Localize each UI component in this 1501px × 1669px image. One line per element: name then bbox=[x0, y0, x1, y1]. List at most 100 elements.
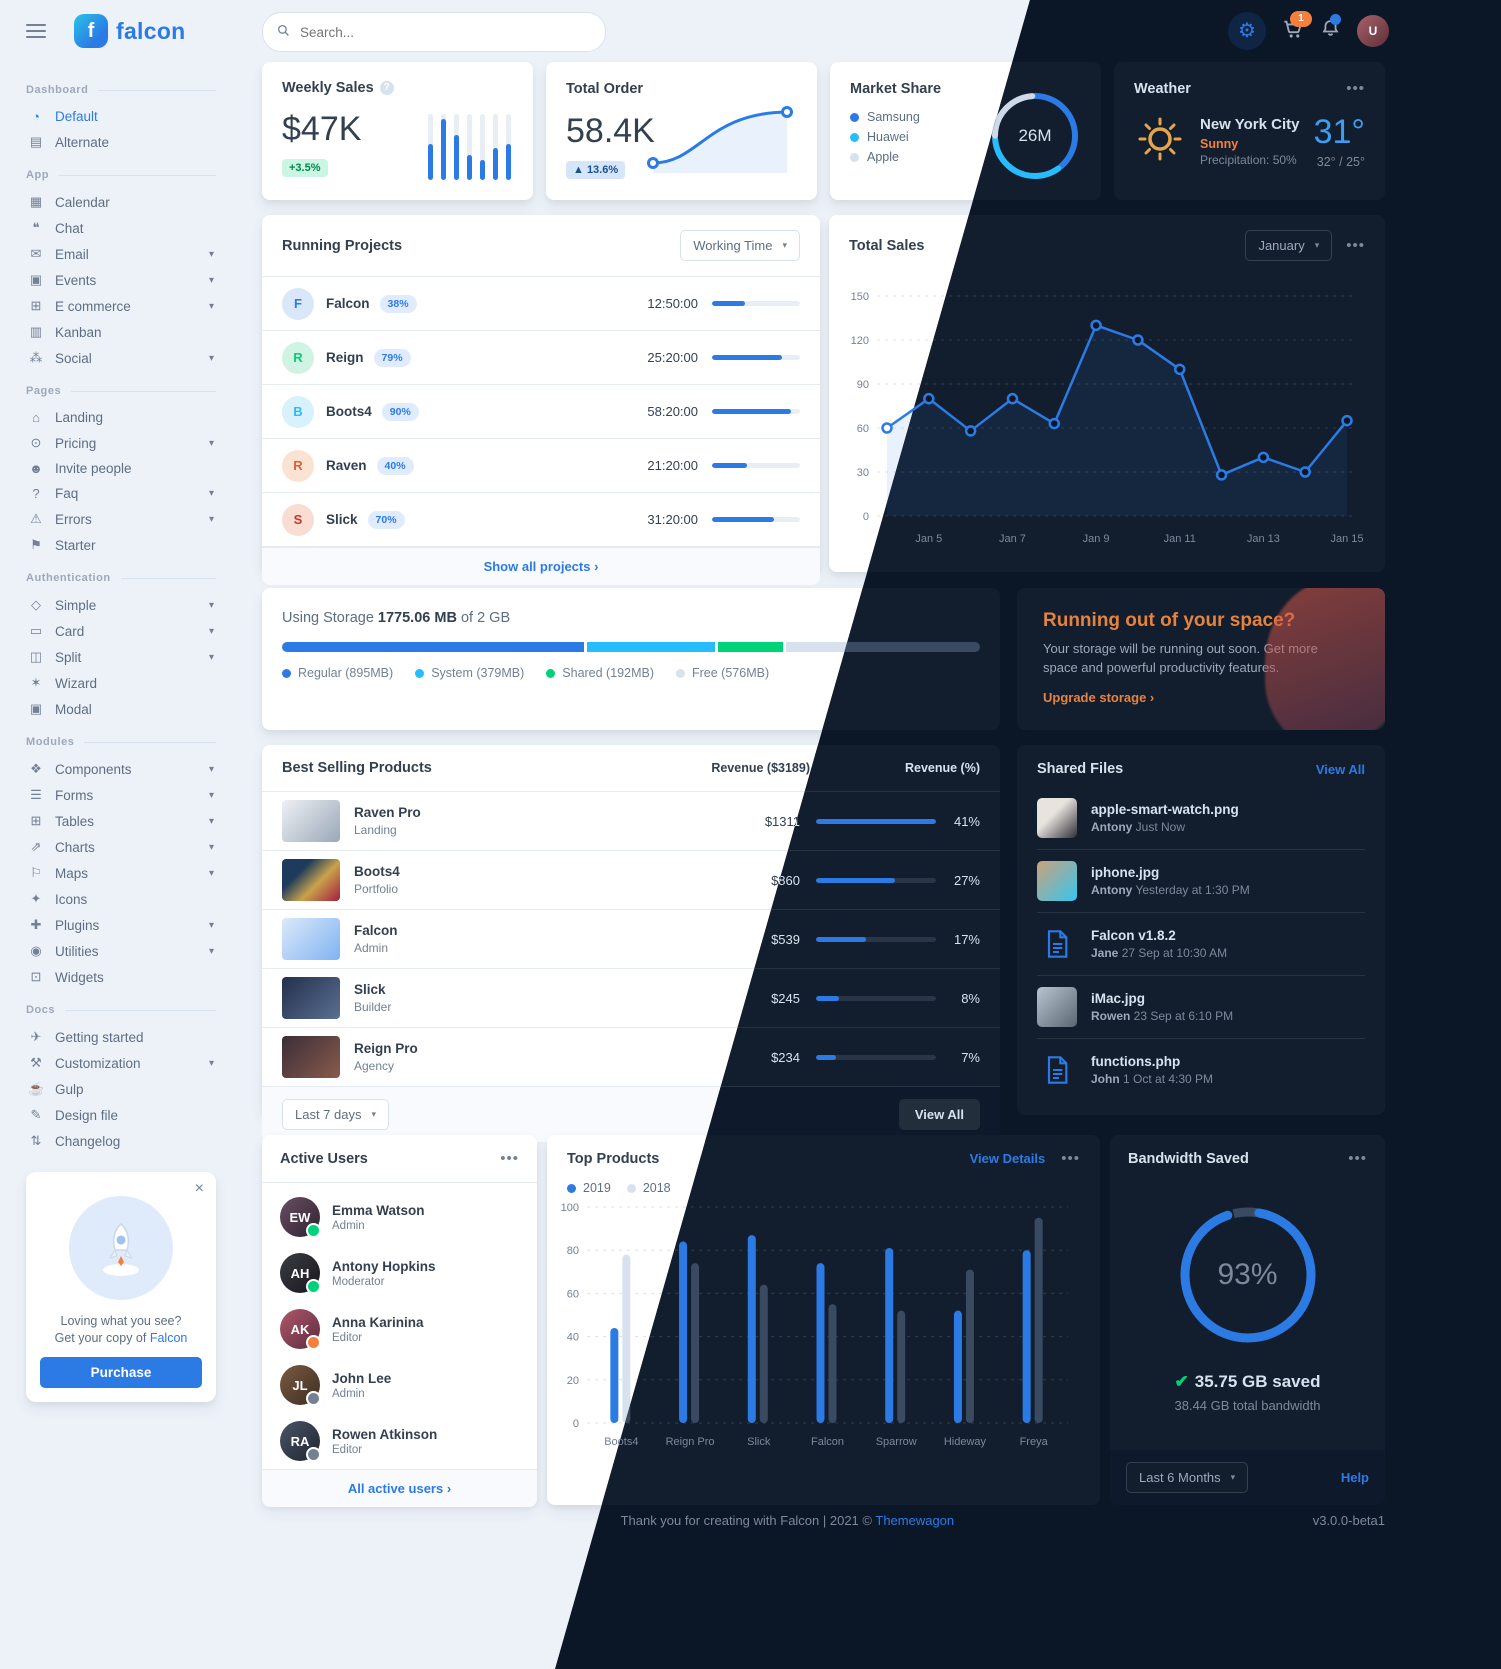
sidebar-item-errors[interactable]: ⚠ Errors ▾ bbox=[26, 506, 216, 532]
sidebar-item-widgets[interactable]: ⊡ Widgets bbox=[26, 964, 216, 990]
file-row-imac-jpg[interactable]: iMac.jpg Rowen 23 Sep at 6:10 PM bbox=[1037, 976, 1365, 1039]
product-name[interactable]: Slick bbox=[354, 982, 386, 997]
project-name[interactable]: Raven bbox=[326, 458, 367, 473]
ellipsis-menu-icon[interactable]: ••• bbox=[500, 1150, 519, 1167]
file-name[interactable]: iphone.jpg bbox=[1091, 865, 1160, 880]
help-link[interactable]: Help bbox=[1340, 1470, 1369, 1485]
user-name[interactable]: Emma Watson bbox=[332, 1202, 425, 1218]
close-icon[interactable]: × bbox=[194, 1180, 204, 1197]
file-name[interactable]: functions.php bbox=[1091, 1054, 1181, 1069]
sidebar-item-icons[interactable]: ✦ Icons bbox=[26, 886, 216, 912]
user-name[interactable]: Rowen Atkinson bbox=[332, 1426, 438, 1442]
ellipsis-menu-icon[interactable]: ••• bbox=[1061, 1150, 1080, 1167]
product-name[interactable]: Falcon bbox=[354, 923, 398, 938]
upgrade-storage-link[interactable]: Upgrade storage › bbox=[1043, 689, 1155, 705]
product-name[interactable]: Reign Pro bbox=[354, 1041, 418, 1056]
product-category[interactable]: Landing bbox=[354, 823, 397, 837]
sidebar-item-charts[interactable]: ⇗ Charts ▾ bbox=[26, 834, 216, 860]
sidebar-item-landing[interactable]: ⌂ Landing bbox=[26, 405, 216, 430]
product-category[interactable]: Portfolio bbox=[354, 882, 399, 896]
product-category[interactable]: Builder bbox=[354, 1000, 392, 1014]
search-input[interactable] bbox=[298, 23, 591, 41]
sidebar-item-plugins[interactable]: ✚ Plugins ▾ bbox=[26, 912, 216, 938]
cart-button[interactable]: 1 bbox=[1282, 10, 1312, 45]
settings-button[interactable]: ⚙ bbox=[1228, 12, 1266, 50]
sidebar-item-pricing[interactable]: ⊙ Pricing ▾ bbox=[26, 430, 216, 456]
sidebar-item-events[interactable]: ▣ Events ▾ bbox=[26, 267, 216, 293]
sidebar-item-simple[interactable]: ◇ Simple ▾ bbox=[26, 592, 216, 618]
sidebar-item-gulp[interactable]: ☕ Gulp bbox=[26, 1076, 216, 1102]
file-row-iphone-jpg[interactable]: iphone.jpg Antony Yesterday at 1:30 PM bbox=[1037, 850, 1365, 913]
project-name[interactable]: Slick bbox=[326, 512, 358, 527]
promo-falcon-link[interactable]: Falcon bbox=[149, 1331, 188, 1345]
sidebar-item-components[interactable]: ❖ Components ▾ bbox=[26, 756, 216, 782]
view-all-button[interactable]: View All bbox=[898, 1099, 980, 1130]
sidebar-item-design-file[interactable]: ✎ Design file bbox=[26, 1102, 216, 1128]
ellipsis-menu-icon[interactable]: ••• bbox=[1346, 80, 1365, 97]
sidebar-item-wizard[interactable]: ✶ Wizard bbox=[26, 670, 216, 696]
user-name[interactable]: Antony Hopkins bbox=[332, 1258, 436, 1274]
sidebar-item-default[interactable]: ◔ Default bbox=[26, 104, 216, 129]
sidebar-item-getting-started[interactable]: ✈ Getting started bbox=[26, 1024, 216, 1050]
file-name[interactable]: apple-smart-watch.png bbox=[1091, 802, 1239, 817]
sidebar-item-utilities[interactable]: ◉ Utilities ▾ bbox=[26, 938, 216, 964]
sidebar-item-invite-people[interactable]: ☻ Invite people bbox=[26, 456, 216, 481]
sidebar-item-customization[interactable]: ⚒ Customization ▾ bbox=[26, 1050, 216, 1076]
sidebar-item-split[interactable]: ◫ Split ▾ bbox=[26, 644, 216, 670]
user-name[interactable]: John Lee bbox=[332, 1370, 392, 1386]
view-details-link[interactable]: View Details bbox=[969, 1151, 1046, 1166]
themewagon-link[interactable]: Themewagon bbox=[875, 1513, 955, 1528]
product-name[interactable]: Boots4 bbox=[354, 864, 400, 879]
user-name[interactable]: Anna Karinina bbox=[332, 1314, 424, 1330]
files-view-all-link[interactable]: View All bbox=[1315, 761, 1365, 777]
product-category[interactable]: Agency bbox=[354, 1059, 395, 1073]
file-row-functions-php[interactable]: functions.php John 1 Oct at 4:30 PM bbox=[1037, 1039, 1365, 1101]
sidebar-item-tables[interactable]: ⊞ Tables ▾ bbox=[26, 808, 216, 834]
product-name[interactable]: Raven Pro bbox=[354, 805, 421, 820]
sidebar-item-changelog[interactable]: ⇅ Changelog bbox=[26, 1128, 216, 1154]
sidebar-item-faq[interactable]: ? Faq ▾ bbox=[26, 481, 216, 506]
notifications-button[interactable] bbox=[1320, 14, 1341, 44]
all-active-users-link[interactable]: All active users › bbox=[347, 1481, 452, 1496]
brand-logo[interactable]: f falcon bbox=[74, 14, 186, 48]
show-all-projects-link[interactable]: Show all projects › bbox=[483, 559, 599, 574]
hamburger-menu-icon[interactable] bbox=[26, 20, 46, 42]
sidebar-item-social[interactable]: ⁂ Social ▾ bbox=[26, 345, 216, 371]
sidebar-item-chat[interactable]: ❝ Chat bbox=[26, 215, 216, 241]
file-row-apple-smart-watch-png[interactable]: apple-smart-watch.png Antony Just Now bbox=[1037, 787, 1365, 850]
project-name[interactable]: Falcon bbox=[326, 296, 370, 311]
product-category[interactable]: Admin bbox=[354, 941, 389, 955]
working-time-select[interactable]: Working Time▾ bbox=[680, 230, 800, 261]
sidebar-item-card[interactable]: ▭ Card ▾ bbox=[26, 618, 216, 644]
sidebar-item-modal[interactable]: ▣ Modal bbox=[26, 696, 216, 722]
ellipsis-menu-icon[interactable]: ••• bbox=[1348, 1150, 1367, 1167]
sidebar-item-kanban[interactable]: ▥ Kanban bbox=[26, 319, 216, 345]
file-name[interactable]: Falcon v1.8.2 bbox=[1091, 928, 1176, 943]
ellipsis-menu-icon[interactable]: ••• bbox=[1346, 237, 1365, 254]
file-row-falcon-v1-8-2[interactable]: Falcon v1.8.2 Jane 27 Sep at 10:30 AM bbox=[1037, 913, 1365, 976]
project-name[interactable]: Boots4 bbox=[326, 404, 372, 419]
sidebar-item-alternate[interactable]: ▤ Alternate bbox=[26, 129, 216, 155]
month-select[interactable]: January ▾ bbox=[1245, 230, 1333, 261]
last-7-days-select[interactable]: Last 7 days▾ bbox=[282, 1099, 390, 1130]
last-6-months-select[interactable]: Last 6 Months ▾ bbox=[1126, 1462, 1249, 1493]
project-name[interactable]: Reign bbox=[326, 350, 364, 365]
file-name[interactable]: iMac.jpg bbox=[1091, 991, 1146, 1006]
help-icon[interactable]: ? bbox=[379, 81, 394, 95]
sidebar-item-calendar[interactable]: ▦ Calendar bbox=[26, 189, 216, 215]
search-box[interactable] bbox=[262, 12, 606, 52]
sidebar-item-starter[interactable]: ⚑ Starter bbox=[26, 532, 216, 558]
legend-2019[interactable]: 2019 bbox=[567, 1181, 611, 1195]
sidebar-item-forms[interactable]: ☰ Forms ▾ bbox=[26, 782, 216, 808]
user-avatar[interactable]: U bbox=[1357, 15, 1389, 47]
legend-2018[interactable]: 2018 bbox=[626, 1181, 671, 1195]
sidebar-item-e-commerce[interactable]: ⊞ E commerce ▾ bbox=[26, 293, 216, 319]
sidebar-item-maps[interactable]: ⚐ Maps ▾ bbox=[26, 860, 216, 886]
purchase-button[interactable]: Purchase bbox=[40, 1357, 202, 1388]
sidebar-item-email[interactable]: ✉ Email ▾ bbox=[26, 241, 216, 267]
